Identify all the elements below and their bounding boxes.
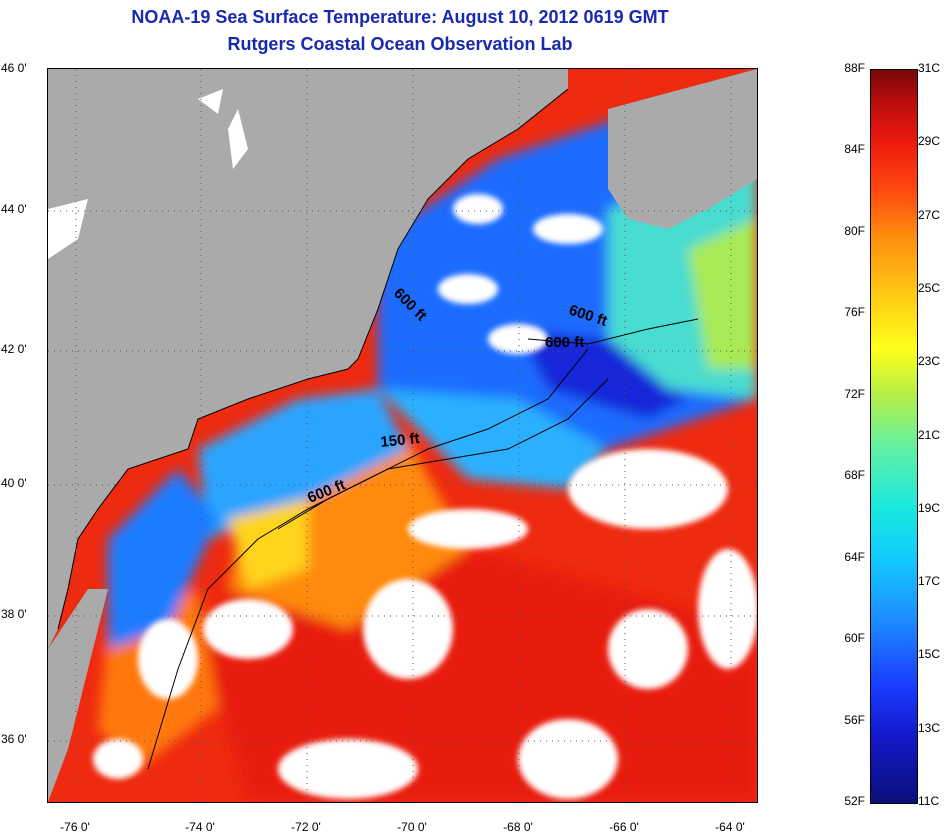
lat-tick-label: 38 0' — [1, 607, 27, 621]
cloud — [363, 579, 453, 679]
cloud — [533, 214, 603, 244]
cloud — [408, 509, 528, 549]
cloud — [278, 739, 418, 799]
colorbar-celsius-label: 29C — [918, 134, 941, 149]
colorbar-fahrenheit-label: 80F — [844, 223, 865, 238]
lake — [198, 89, 223, 114]
lon-tick-label: -74 0' — [185, 820, 215, 834]
cloud — [518, 719, 618, 799]
colorbar-celsius-label: 19C — [918, 500, 941, 515]
cloud — [608, 609, 688, 689]
lon-tick-label: -76 0' — [60, 820, 90, 834]
colorbar-fahrenheit-label: 76F — [844, 305, 865, 320]
map-subtitle: Rutgers Coastal Ocean Observation Lab — [227, 34, 573, 54]
cloud — [488, 324, 548, 354]
lon-tick-label: -68 0' — [503, 820, 533, 834]
cloud — [203, 599, 293, 659]
colorbar-fahrenheit-label: 72F — [844, 386, 865, 401]
lat-tick-label: 40 0' — [1, 476, 27, 490]
temperature-colorbar — [870, 69, 918, 804]
cloud — [453, 194, 503, 224]
contour-label-600-c: 600 ft — [545, 334, 584, 351]
colorbar-celsius-label: 21C — [918, 427, 941, 442]
contour-600-east — [527, 318, 699, 345]
lake — [228, 109, 248, 169]
coastline — [57, 88, 569, 630]
colorbar-celsius-label: 13C — [918, 720, 941, 735]
cloud — [93, 739, 143, 779]
colorbar-fahrenheit-label: 68F — [844, 468, 865, 483]
cyan-shelf — [378, 389, 608, 489]
colorbar-fahrenheit-label: 64F — [844, 549, 865, 564]
land-mainland — [48, 69, 568, 649]
colorbar-celsius-label: 23C — [918, 354, 941, 369]
lon-tick-label: -70 0' — [397, 820, 427, 834]
colorbar-celsius-label: 11C — [918, 794, 940, 808]
lon-tick-label: -72 0' — [291, 820, 321, 834]
colorbar-fahrenheit-label: 56F — [844, 712, 865, 727]
deep-blue-georges — [518, 329, 688, 419]
colorbar-celsius-label: 27C — [918, 207, 941, 222]
cloud — [438, 274, 498, 304]
lake — [48, 199, 88, 259]
blue-coastal — [108, 469, 218, 649]
colorbar-celsius-label: 25C — [918, 280, 941, 295]
sst-map: 600 ft 600 ft 600 ft 150 ft 600 ft — [47, 68, 758, 803]
colorbar-celsius-label: 17C — [918, 574, 941, 589]
colorbar-fahrenheit-label: 84F — [844, 142, 865, 157]
contour-150 — [147, 348, 589, 770]
colorbar-celsius-label: 15C — [918, 647, 941, 662]
land-delmarva — [48, 589, 108, 802]
lat-tick-label: 46 0' — [1, 61, 27, 75]
colorbar-celsius-label: 31C — [918, 61, 941, 75]
mixed-midshelf — [198, 389, 408, 539]
lat-tick-label: 44 0' — [1, 202, 27, 216]
cloud — [698, 549, 757, 669]
green-east — [688, 219, 757, 369]
colorbar-fahrenheit-label: 52F — [844, 794, 865, 808]
contour-label-150: 150 ft — [380, 430, 421, 451]
land-nova-scotia — [608, 69, 757, 229]
lat-tick-label: 36 0' — [1, 732, 27, 746]
cloud — [138, 619, 198, 699]
lon-tick-label: -64 0' — [715, 820, 745, 834]
cloud — [568, 449, 728, 529]
map-title: NOAA-19 Sea Surface Temperature: August … — [131, 7, 669, 27]
lat-tick-label: 42 0' — [1, 342, 27, 356]
colorbar-fahrenheit-label: 60F — [844, 631, 865, 646]
lon-tick-label: -66 0' — [609, 820, 639, 834]
colorbar-fahrenheit-label: 88F — [844, 61, 865, 75]
